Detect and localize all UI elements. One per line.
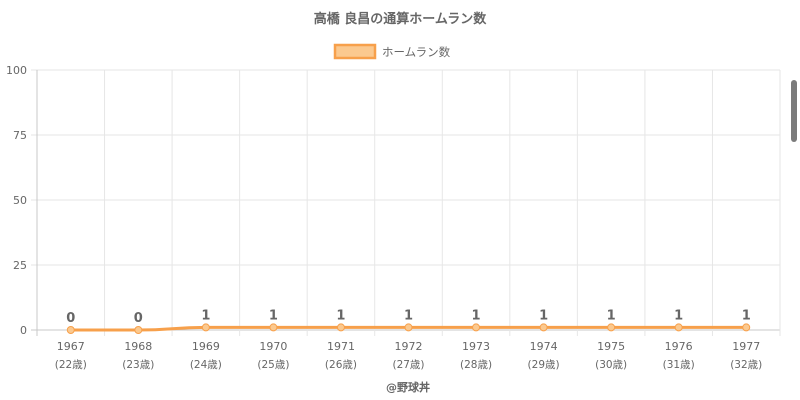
x-tick-label: 1975 bbox=[597, 340, 625, 353]
y-tick-label: 50 bbox=[13, 194, 27, 207]
data-point bbox=[201, 323, 210, 332]
data-labels: 0 0 1 1 1 1 1 1 1 1 1 bbox=[66, 308, 751, 326]
x-axis: 1967 (22歳) 1968 (23歳) 1969 (24歳) 1970 (25歳) 1971… bbox=[55, 340, 763, 371]
data-label: 1 bbox=[404, 308, 413, 323]
x-tick-sublabel: (32歳) bbox=[730, 359, 762, 371]
data-label: 1 bbox=[742, 308, 751, 323]
series bbox=[66, 323, 751, 334]
x-tick-label: 1977 bbox=[732, 340, 760, 353]
data-label: 1 bbox=[472, 308, 481, 323]
y-tick-label: 100 bbox=[6, 64, 27, 77]
x-tick-sublabel: (23歳) bbox=[122, 359, 154, 371]
data-label: 1 bbox=[607, 308, 616, 323]
data-point bbox=[66, 326, 75, 334]
data-point bbox=[539, 323, 548, 332]
data-label: 0 bbox=[66, 311, 75, 326]
data-label: 1 bbox=[269, 308, 278, 323]
legend-swatch bbox=[333, 43, 377, 60]
data-point bbox=[404, 323, 413, 332]
legend[interactable]: ホームラン数 bbox=[333, 43, 451, 60]
x-tick-label: 1974 bbox=[530, 340, 558, 353]
data-point bbox=[607, 323, 616, 332]
x-tick-sublabel: (28歳) bbox=[460, 359, 492, 371]
grid bbox=[31, 69, 781, 336]
legend-label: ホームラン数 bbox=[382, 45, 451, 59]
data-label: 1 bbox=[336, 308, 345, 323]
data-point bbox=[269, 323, 278, 332]
y-tick-label: 75 bbox=[13, 129, 27, 142]
data-label: 1 bbox=[201, 308, 210, 323]
data-label: 1 bbox=[539, 308, 548, 323]
y-tick-label: 25 bbox=[13, 259, 27, 272]
x-tick-label: 1971 bbox=[327, 340, 355, 353]
data-point bbox=[674, 323, 683, 332]
x-tick-sublabel: (26歳) bbox=[325, 359, 357, 371]
credit: @野球丼 bbox=[386, 380, 430, 394]
data-point bbox=[472, 323, 481, 332]
x-tick-label: 1970 bbox=[259, 340, 287, 353]
x-tick-sublabel: (29歳) bbox=[528, 359, 560, 371]
data-label: 0 bbox=[134, 311, 143, 326]
y-tick-label: 0 bbox=[20, 324, 27, 337]
data-point bbox=[134, 326, 143, 334]
x-tick-label: 1969 bbox=[192, 340, 220, 353]
x-tick-label: 1973 bbox=[462, 340, 490, 353]
x-tick-sublabel: (31歳) bbox=[663, 359, 695, 371]
chart-title: 高橋 良昌の通算ホームラン数 bbox=[314, 11, 487, 27]
x-tick-sublabel: (30歳) bbox=[595, 359, 627, 371]
x-tick-label: 1972 bbox=[395, 340, 423, 353]
x-tick-label: 1967 bbox=[57, 340, 85, 353]
data-point bbox=[336, 323, 345, 332]
x-tick-sublabel: (25歳) bbox=[257, 359, 289, 371]
x-tick-sublabel: (22歳) bbox=[55, 359, 87, 371]
scrollbar[interactable] bbox=[791, 80, 797, 142]
data-point bbox=[742, 323, 751, 332]
x-tick-sublabel: (24歳) bbox=[190, 359, 222, 371]
data-label: 1 bbox=[674, 308, 683, 323]
x-tick-label: 1976 bbox=[665, 340, 693, 353]
x-tick-label: 1968 bbox=[124, 340, 152, 353]
y-axis: 0 25 50 75 100 bbox=[6, 64, 27, 337]
x-tick-sublabel: (27歳) bbox=[392, 359, 424, 371]
